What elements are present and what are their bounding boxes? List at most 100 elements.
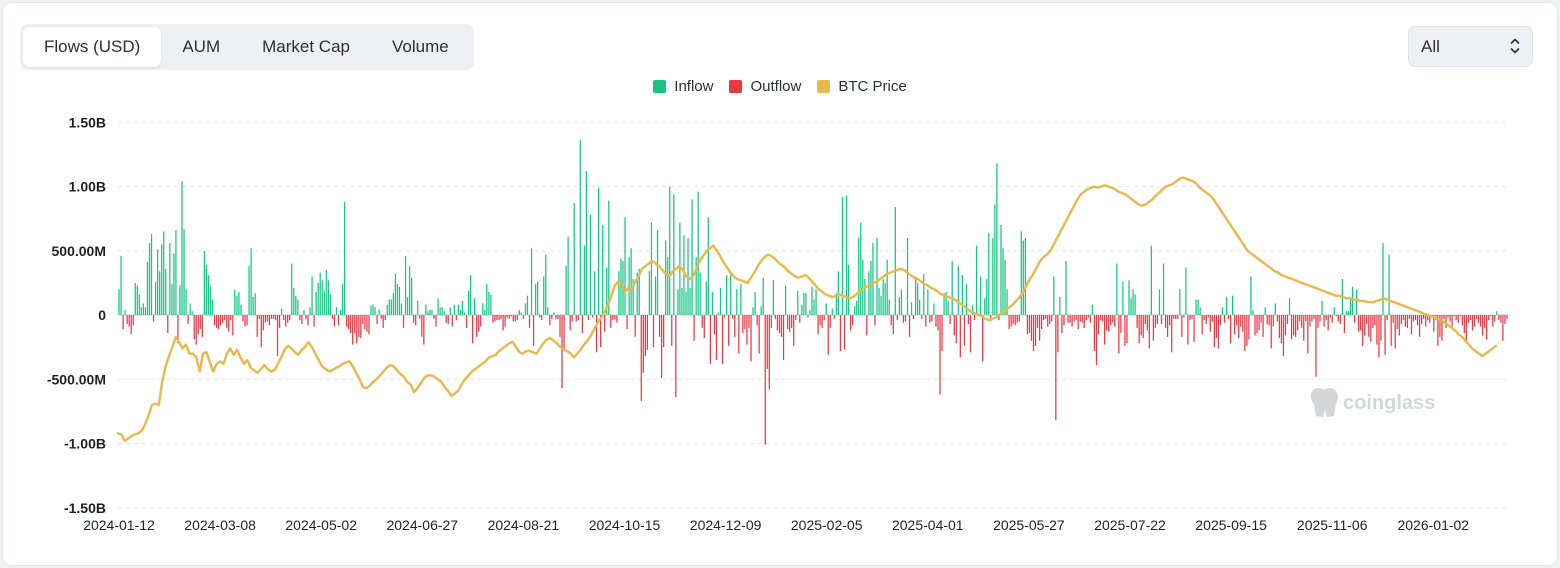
inflow-bar[interactable] (488, 291, 490, 315)
outflow-bar[interactable] (1469, 315, 1472, 321)
outflow-bar[interactable] (287, 315, 289, 323)
outflow-bar[interactable] (232, 315, 234, 336)
outflow-bar[interactable] (230, 315, 232, 321)
outflow-bar[interactable] (612, 315, 614, 321)
outflow-bar[interactable] (614, 315, 616, 319)
outflow-bar[interactable] (354, 315, 356, 333)
inflow-bar[interactable] (406, 297, 409, 315)
inflow-bar[interactable] (374, 307, 376, 315)
outflow-bar[interactable] (1034, 315, 1037, 346)
inflow-bar[interactable] (457, 304, 460, 315)
inflow-bar[interactable] (801, 304, 803, 315)
inflow-bar[interactable] (205, 264, 208, 315)
inflow-bar[interactable] (975, 245, 978, 315)
outflow-bar[interactable] (833, 315, 835, 319)
inflow-bar[interactable] (900, 289, 903, 315)
outflow-bar[interactable] (1187, 315, 1189, 345)
outflow-bar[interactable] (959, 315, 961, 358)
outflow-bar[interactable] (1087, 315, 1089, 318)
outflow-bar[interactable] (1207, 315, 1209, 318)
outflow-bar[interactable] (1471, 315, 1474, 331)
inflow-bar[interactable] (173, 253, 175, 315)
outflow-bar[interactable] (1272, 315, 1274, 327)
inflow-bar[interactable] (882, 279, 884, 315)
outflow-bar[interactable] (1266, 315, 1268, 324)
outflow-bar[interactable] (1416, 315, 1419, 326)
outflow-bar[interactable] (1437, 315, 1439, 346)
outflow-bar[interactable] (1429, 315, 1431, 323)
inflow-bar[interactable] (437, 298, 439, 315)
outflow-bar[interactable] (591, 315, 594, 318)
inflow-bar[interactable] (864, 279, 866, 315)
inflow-bar[interactable] (638, 268, 640, 315)
outflow-bar[interactable] (264, 315, 266, 323)
outflow-bar[interactable] (1097, 315, 1100, 335)
outflow-bar[interactable] (1063, 315, 1065, 326)
outflow-bar[interactable] (652, 315, 655, 348)
inflow-bar[interactable] (327, 280, 329, 315)
inflow-bar[interactable] (124, 309, 126, 315)
outflow-bar[interactable] (1036, 315, 1039, 328)
inflow-bar[interactable] (856, 300, 858, 315)
inflow-bar[interactable] (986, 279, 988, 315)
outflow-bar[interactable] (305, 315, 307, 319)
inflow-bar[interactable] (567, 236, 569, 315)
outflow-bar[interactable] (746, 315, 748, 345)
outflow-bar[interactable] (1278, 315, 1281, 339)
outflow-bar[interactable] (616, 315, 618, 323)
outflow-bar[interactable] (1193, 315, 1195, 342)
outflow-bar[interactable] (197, 315, 199, 335)
outflow-bar[interactable] (939, 315, 941, 395)
outflow-bar[interactable] (1164, 315, 1167, 328)
inflow-bar[interactable] (872, 243, 874, 315)
outflow-bar[interactable] (1305, 315, 1307, 322)
inflow-bar[interactable] (589, 214, 592, 315)
outflow-bar[interactable] (750, 315, 752, 362)
inflow-bar[interactable] (636, 272, 638, 315)
outflow-bar[interactable] (789, 315, 791, 332)
outflow-bar[interactable] (1254, 315, 1256, 336)
inflow-bar[interactable] (388, 299, 390, 315)
outflow-bar[interactable] (732, 315, 734, 319)
inflow-bar[interactable] (484, 309, 486, 315)
inflow-bar[interactable] (726, 275, 728, 315)
inflow-bar[interactable] (1065, 261, 1067, 315)
inflow-bar[interactable] (878, 288, 880, 315)
outflow-bar[interactable] (1270, 315, 1272, 349)
inflow-bar[interactable] (971, 304, 974, 315)
outflow-bar[interactable] (1380, 315, 1382, 341)
outflow-bar[interactable] (1455, 315, 1457, 321)
outflow-bar[interactable] (423, 315, 425, 345)
outflow-bar[interactable] (1114, 315, 1116, 327)
inflow-bar[interactable] (809, 309, 811, 315)
inflow-bar[interactable] (1020, 231, 1022, 315)
inflow-bar[interactable] (736, 289, 738, 315)
inflow-bar[interactable] (291, 263, 293, 315)
outflow-bar[interactable] (738, 315, 740, 354)
inflow-bar[interactable] (482, 303, 484, 315)
inflow-bar[interactable] (593, 271, 596, 315)
inflow-bar[interactable] (154, 281, 157, 315)
outflow-bar[interactable] (415, 315, 417, 326)
inflow-bar[interactable] (870, 261, 872, 315)
inflow-bar[interactable] (429, 309, 431, 315)
inflow-bar[interactable] (467, 290, 470, 315)
inflow-bar[interactable] (730, 275, 732, 315)
outflow-bar[interactable] (1012, 315, 1014, 324)
inflow-bar[interactable] (524, 303, 527, 315)
outflow-bar[interactable] (224, 315, 226, 321)
outflow-bar[interactable] (167, 315, 169, 333)
inflow-bar[interactable] (961, 275, 963, 315)
outflow-bar[interactable] (549, 315, 551, 326)
outflow-bar[interactable] (774, 315, 777, 319)
inflow-bar[interactable] (1053, 276, 1055, 315)
outflow-bar[interactable] (1372, 315, 1374, 328)
outflow-bar[interactable] (561, 315, 563, 389)
outflow-bar[interactable] (937, 315, 939, 331)
inflow-bar[interactable] (1333, 307, 1335, 315)
inflow-bar[interactable] (585, 171, 588, 315)
outflow-bar[interactable] (348, 315, 350, 330)
outflow-bar[interactable] (819, 315, 821, 326)
outflow-bar[interactable] (1317, 315, 1319, 328)
outflow-bar[interactable] (1110, 315, 1112, 326)
